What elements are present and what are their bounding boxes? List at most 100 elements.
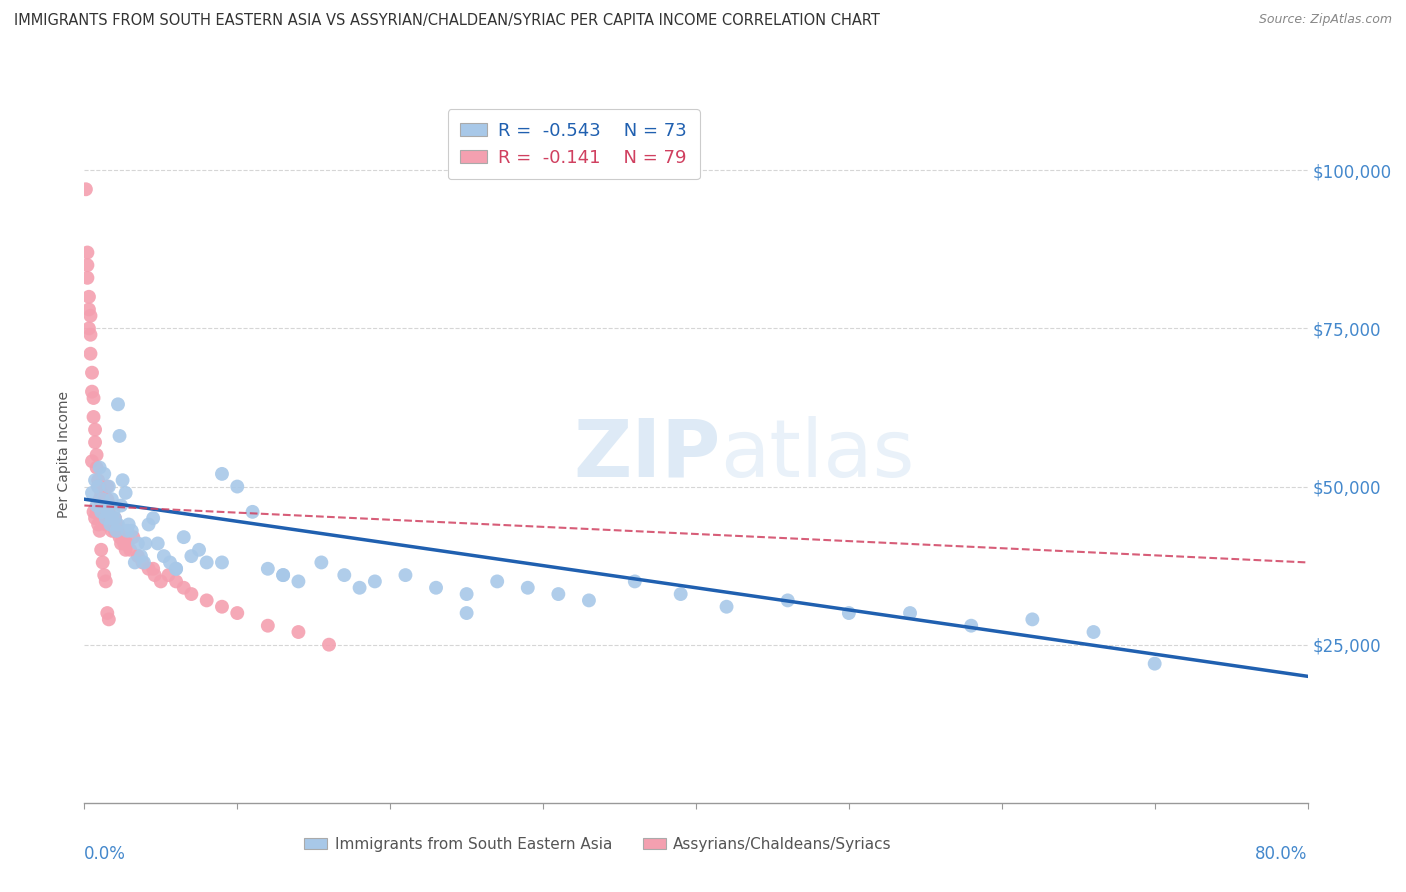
Point (716, 599, 738, 614)
Point (165, 562, 187, 576)
Point (394, 568, 416, 582)
Point (578, 593, 600, 607)
Point (79, 347, 101, 361)
Point (96, 499, 118, 513)
Point (87, 479, 110, 493)
Point (83, 391, 105, 405)
Point (776, 593, 799, 607)
Point (86, 448, 108, 462)
Text: Source: ZipAtlas.com: Source: ZipAtlas.com (1258, 13, 1392, 27)
Point (103, 505, 125, 519)
Point (80, 454, 103, 468)
Point (456, 587, 478, 601)
Point (80, 384, 103, 399)
Point (211, 556, 233, 570)
Text: ZIP: ZIP (574, 416, 720, 494)
Point (159, 556, 181, 570)
Point (110, 536, 132, 550)
Point (79, 327, 101, 342)
Point (838, 606, 860, 620)
Point (91, 492, 114, 507)
Point (114, 542, 136, 557)
Point (318, 638, 340, 652)
Point (79, 309, 101, 323)
Point (242, 505, 264, 519)
Text: 0.0%: 0.0% (84, 845, 127, 863)
Point (94, 574, 117, 589)
Text: IMMIGRANTS FROM SOUTH EASTERN ASIA VS ASSYRIAN/CHALDEAN/SYRIAC PER CAPITA INCOME: IMMIGRANTS FROM SOUTH EASTERN ASIA VS AS… (14, 13, 880, 29)
Point (93, 467, 115, 481)
Point (97, 505, 120, 519)
Point (516, 581, 538, 595)
Point (89, 524, 111, 538)
Point (89, 492, 111, 507)
Point (1083, 625, 1105, 640)
Point (960, 618, 983, 632)
Point (131, 556, 153, 570)
Point (97, 479, 120, 493)
Point (226, 479, 249, 493)
Point (898, 606, 921, 620)
Point (91, 492, 114, 507)
Point (127, 536, 149, 550)
Point (211, 599, 233, 614)
Point (146, 536, 169, 550)
Point (96, 492, 118, 507)
Point (76, 245, 98, 260)
Point (76, 270, 98, 285)
Point (75, 182, 97, 196)
Point (165, 574, 187, 589)
Point (114, 486, 136, 500)
Point (180, 587, 202, 601)
Point (143, 568, 166, 582)
Point (105, 517, 128, 532)
Point (101, 524, 124, 538)
Point (211, 467, 233, 481)
Point (84, 511, 107, 525)
Point (121, 524, 143, 538)
Point (86, 499, 108, 513)
Point (98, 499, 121, 513)
Point (124, 556, 146, 570)
Legend: Immigrants from South Eastern Asia, Assyrians/Chaldeans/Syriacs: Immigrants from South Eastern Asia, Assy… (298, 830, 898, 858)
Point (142, 511, 165, 525)
Point (257, 618, 280, 632)
Point (107, 517, 129, 532)
Point (271, 568, 294, 582)
Point (547, 587, 569, 601)
Point (84, 473, 107, 487)
Point (1021, 612, 1043, 626)
Point (93, 511, 115, 525)
Point (122, 530, 145, 544)
Point (287, 574, 309, 589)
Point (104, 524, 127, 538)
Point (104, 511, 127, 525)
Point (132, 556, 155, 570)
Point (97, 612, 120, 626)
Point (94, 517, 117, 532)
Point (195, 556, 218, 570)
Point (77, 321, 100, 335)
Point (165, 562, 187, 576)
Point (103, 517, 125, 532)
Point (120, 542, 142, 557)
Point (108, 530, 131, 544)
Point (624, 574, 647, 589)
Point (127, 549, 149, 563)
Point (101, 492, 124, 507)
Point (105, 524, 128, 538)
Point (76, 258, 98, 272)
Point (97, 511, 120, 525)
Point (98, 517, 121, 532)
Point (173, 581, 195, 595)
Point (89, 460, 111, 475)
Point (86, 460, 108, 475)
Point (188, 542, 211, 557)
Point (486, 574, 509, 589)
Point (93, 499, 115, 513)
Point (80, 486, 103, 500)
Point (90, 505, 112, 519)
Point (108, 429, 131, 443)
Point (135, 536, 157, 550)
Point (104, 511, 127, 525)
